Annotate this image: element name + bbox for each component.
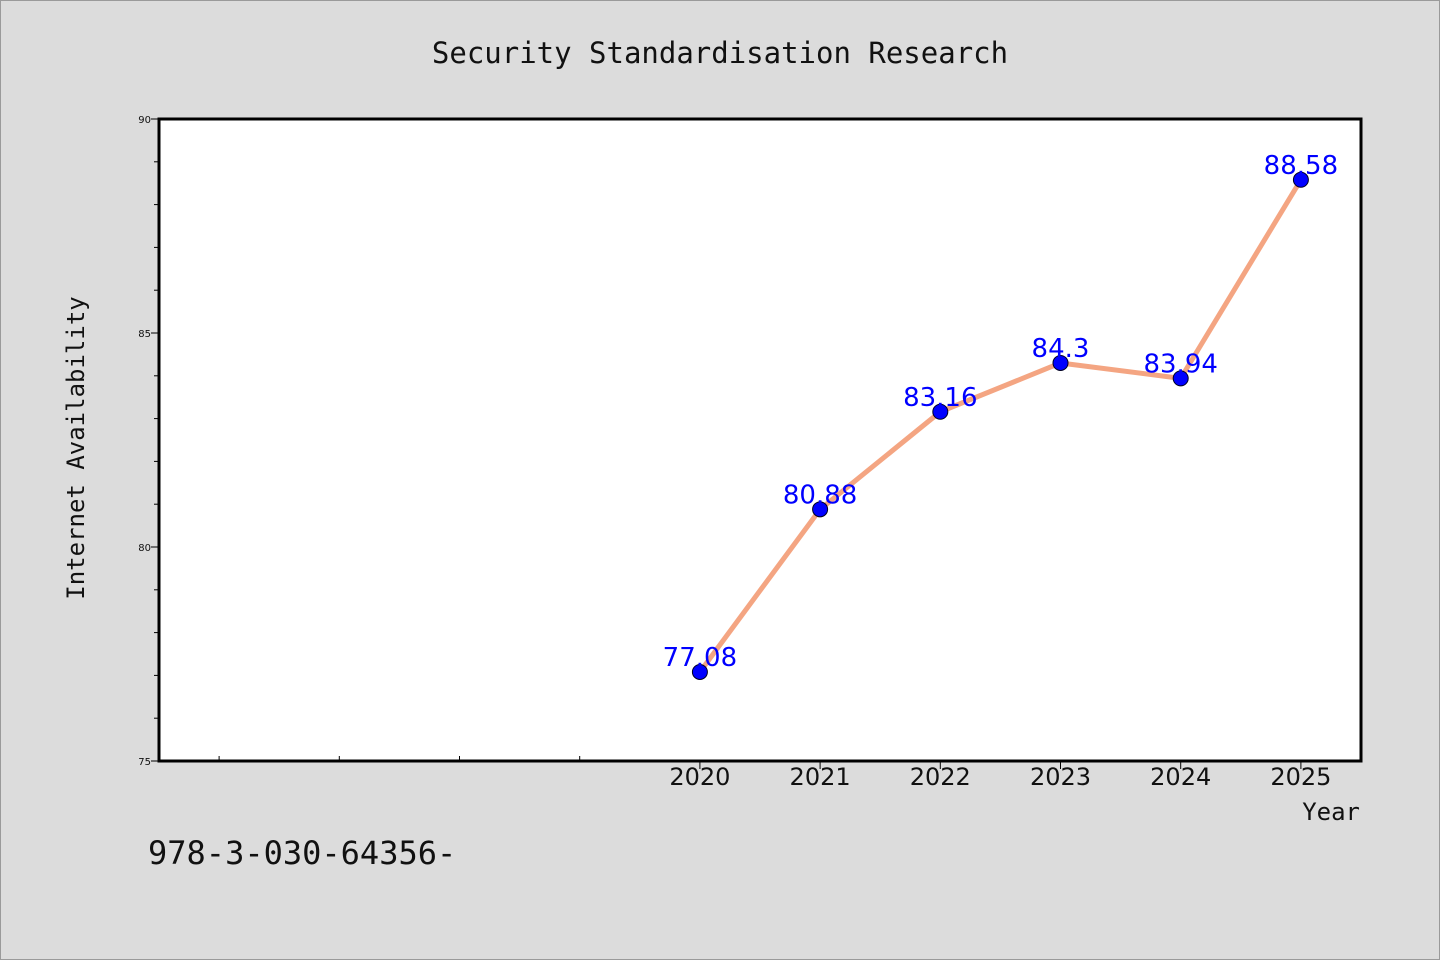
data-label: 77.08 <box>663 643 737 673</box>
x-tick-label: 2020 <box>669 763 730 791</box>
x-tick-label: 2022 <box>910 763 971 791</box>
y-tick-label: 80 <box>138 543 151 554</box>
data-point <box>1172 370 1189 387</box>
data-point <box>812 501 829 518</box>
data-label: 88.58 <box>1264 151 1338 181</box>
series-layer <box>691 171 1309 680</box>
y-tick-label: 85 <box>138 329 151 340</box>
series-line <box>697 177 1304 675</box>
x-axis: 2020 2021 2022 2023 2024 2025 <box>669 761 1331 791</box>
data-point <box>1292 171 1309 188</box>
y-axis: 75 80 85 90 <box>138 115 159 768</box>
plot-border <box>157 117 1363 763</box>
x-tick-label: 2025 <box>1270 763 1331 791</box>
x-tick-label: 2024 <box>1150 763 1211 791</box>
plot-area <box>159 119 1361 761</box>
data-labels: 77.08 80.88 83.16 84.3 83.94 88.58 <box>663 151 1338 673</box>
footer-text: 978-3-030-64356- <box>148 834 456 872</box>
data-label: 83.16 <box>903 383 977 413</box>
y-tick-label: 90 <box>138 115 151 126</box>
data-label: 83.94 <box>1143 349 1217 379</box>
y-axis-label: Internet Availability <box>62 296 90 599</box>
data-label: 80.88 <box>783 480 857 510</box>
data-point <box>691 663 708 680</box>
data-point <box>1052 354 1069 371</box>
y-tick-label: 75 <box>138 757 151 768</box>
data-point <box>932 403 949 420</box>
x-tick-label: 2021 <box>790 763 851 791</box>
x-axis-label: Year <box>1302 798 1360 826</box>
data-label: 84.3 <box>1032 334 1090 364</box>
chart-title: Security Standardisation Research <box>432 36 1008 70</box>
x-tick-label: 2023 <box>1030 763 1091 791</box>
